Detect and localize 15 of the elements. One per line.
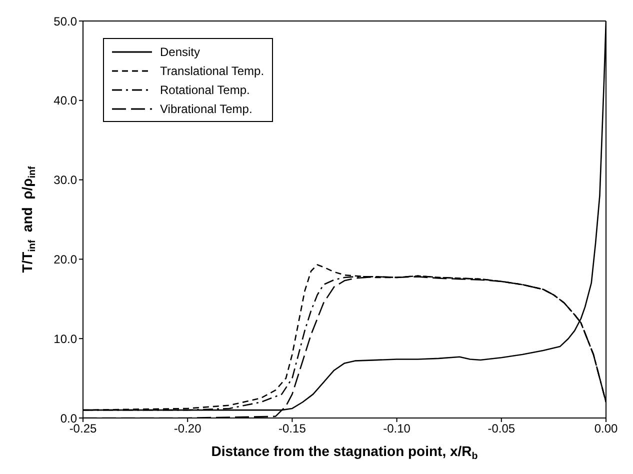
x-tick-label: -0.20 [174,422,202,436]
legend-label: Density [160,44,200,58]
y-tick-label: 50.0 [54,14,78,28]
x-tick-label: -0.10 [383,422,411,436]
legend-label: Translational Temp. [160,64,264,78]
y-tick-label: 10.0 [54,332,78,346]
legend-label: Rotational Temp. [160,82,250,96]
legend-label: Vibrational Temp. [160,102,252,116]
x-tick-label: -0.05 [488,422,516,436]
y-tick-label: 40.0 [54,94,78,108]
x-tick-label: 0.00 [594,422,618,436]
x-tick-label: -0.15 [278,422,306,436]
x-axis-title: Distance from the stagnation point, x/R$_{b}$ [211,443,478,462]
y-tick-label: 20.0 [54,252,78,266]
y-tick-label: 30.0 [54,173,78,188]
